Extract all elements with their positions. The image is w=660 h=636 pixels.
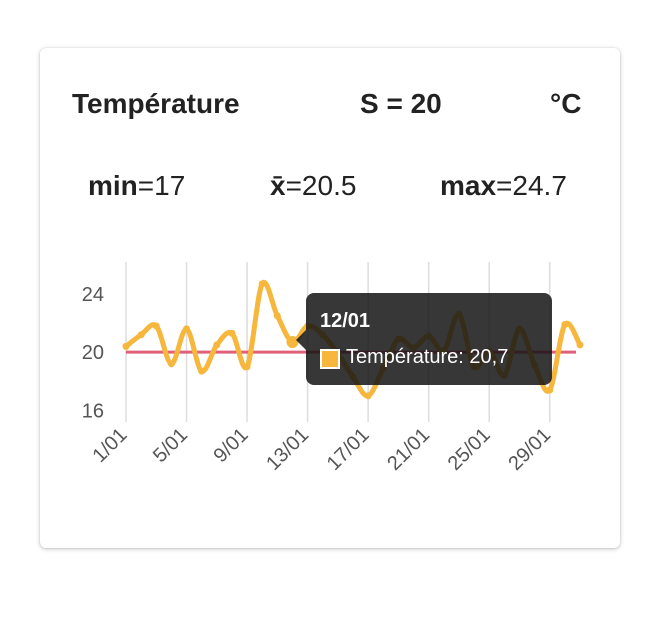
tooltip-arrow [296, 330, 306, 350]
stat-min-value: =17 [137, 170, 186, 201]
x-tick-label: 25/01 [444, 424, 495, 475]
data-point[interactable] [273, 312, 281, 320]
x-axis-ticks: 1/01 5/01 9/01 13/01 17/01 21/01 25/01 29/01 [88, 424, 555, 475]
data-tooltip: 12/01 Température: 20,7 [296, 293, 552, 385]
y-axis-ticks: 24 20 16 [82, 284, 104, 422]
data-point[interactable] [137, 331, 145, 339]
data-point[interactable] [364, 392, 372, 400]
x-tick-label: 21/01 [383, 424, 434, 475]
data-point[interactable] [167, 360, 175, 368]
stat-min: min=17 [88, 170, 185, 202]
stat-min-label: min [88, 170, 138, 201]
y-tick-label: 24 [82, 284, 104, 306]
x-tick-label: 13/01 [262, 424, 313, 475]
data-point[interactable] [228, 329, 236, 337]
y-tick-label: 20 [82, 342, 104, 364]
data-point[interactable] [243, 363, 251, 371]
unit-label: °C [550, 88, 582, 119]
stat-mean-value: =20.5 [285, 170, 357, 201]
summary-value: S = 20 [360, 88, 442, 119]
card-title: Température [72, 88, 240, 119]
stat-mean: x̄=20.5 [270, 170, 356, 202]
data-point[interactable] [198, 367, 206, 375]
stat-max: max=24.7 [440, 170, 567, 202]
tooltip-title: 12/01 [320, 310, 371, 332]
tooltip-color-swatch [320, 349, 340, 369]
data-point[interactable] [286, 336, 299, 348]
data-point[interactable] [183, 325, 191, 333]
x-tick-label: 29/01 [504, 424, 555, 475]
x-tick-label: 9/01 [210, 424, 253, 467]
data-point[interactable] [152, 322, 160, 330]
data-point[interactable] [576, 341, 584, 349]
x-tick-label: 1/01 [88, 424, 131, 467]
x-tick-label: 5/01 [149, 424, 192, 467]
tooltip-label: Température: 20,7 [346, 346, 509, 368]
x-tick-label: 17/01 [323, 424, 374, 475]
data-point[interactable] [122, 342, 130, 350]
stat-max-value: =24.7 [496, 170, 567, 201]
data-point[interactable] [546, 386, 554, 394]
data-point[interactable] [258, 280, 266, 288]
stat-max-label: max [440, 170, 497, 201]
y-tick-label: 16 [82, 400, 104, 422]
stat-mean-label: x̄ [270, 170, 286, 201]
data-point[interactable] [213, 341, 221, 349]
data-point[interactable] [561, 321, 569, 329]
